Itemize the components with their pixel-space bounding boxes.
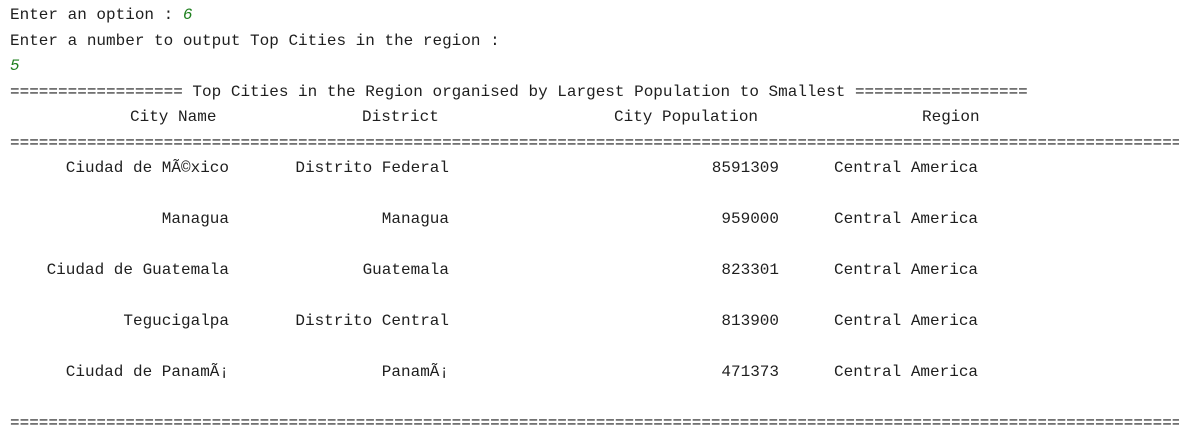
row-region: Central America — [834, 312, 979, 330]
row-region: Central America — [834, 159, 979, 177]
option-input-value: 6 — [182, 6, 193, 24]
row-city-name: Managua — [161, 210, 229, 228]
footer-separator: ========================================… — [10, 414, 1179, 432]
row-population: 813900 — [721, 312, 779, 330]
option-prompt-label: Enter an option : — [10, 6, 183, 24]
row-district: Managua — [381, 210, 449, 228]
row-district: Distrito Federal — [295, 159, 449, 177]
header-city-population: City Population — [614, 108, 759, 126]
row-region: Central America — [834, 210, 979, 228]
row-population: 823301 — [721, 261, 779, 279]
row-district: PanamÃ¡ — [381, 363, 449, 381]
number-prompt-label: Enter a number to output Top Cities in t… — [10, 32, 500, 50]
number-input-value: 5 — [10, 57, 20, 75]
header-city-name: City Name — [130, 108, 217, 126]
option-prompt: Enter an option : 6 — [10, 5, 192, 25]
row-district: Distrito Central — [295, 312, 449, 330]
header-district: District — [362, 108, 439, 126]
row-city-name: Ciudad de MÃ©xico — [65, 159, 229, 177]
header-region: Region — [922, 108, 980, 126]
row-population: 471373 — [721, 363, 779, 381]
report-title: ================== Top Cities in the Reg… — [10, 83, 1028, 101]
row-city-name: Ciudad de PanamÃ¡ — [65, 363, 229, 381]
row-region: Central America — [834, 261, 979, 279]
row-population: 8591309 — [711, 159, 779, 177]
row-population: 959000 — [721, 210, 779, 228]
header-separator: ========================================… — [10, 134, 1179, 152]
row-city-name: Ciudad de Guatemala — [46, 261, 229, 279]
row-district: Guatemala — [362, 261, 449, 279]
row-region: Central America — [834, 363, 979, 381]
row-city-name: Tegucigalpa — [123, 312, 229, 330]
